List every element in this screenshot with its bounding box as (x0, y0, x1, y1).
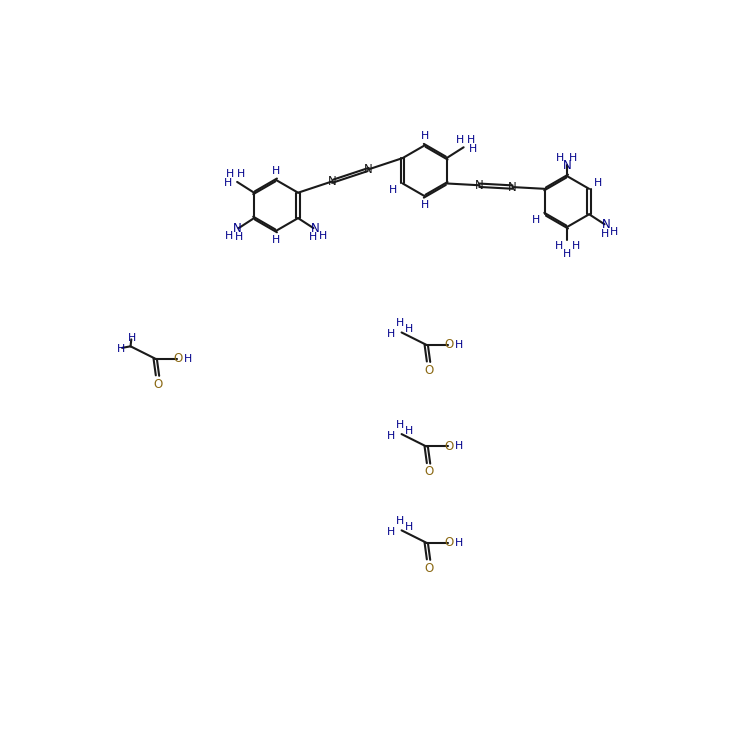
Text: H: H (610, 227, 618, 237)
Text: O: O (174, 352, 183, 365)
Text: H: H (184, 353, 192, 364)
Text: O: O (425, 364, 434, 377)
Text: H: H (469, 144, 477, 154)
Text: H: H (454, 339, 462, 350)
Text: H: H (387, 431, 395, 441)
Text: H: H (396, 420, 404, 430)
Text: O: O (425, 465, 434, 478)
Text: H: H (600, 228, 608, 239)
Text: H: H (531, 215, 540, 225)
Text: N: N (233, 222, 241, 234)
Text: H: H (396, 516, 404, 526)
Text: H: H (569, 153, 578, 163)
Text: O: O (445, 338, 454, 351)
Text: N: N (364, 163, 373, 176)
Text: H: H (224, 178, 232, 188)
Text: H: H (225, 231, 233, 241)
Text: H: H (237, 169, 245, 180)
Text: H: H (421, 131, 429, 141)
Text: O: O (425, 561, 434, 575)
Text: H: H (563, 249, 571, 259)
Text: N: N (563, 159, 572, 172)
Text: H: H (454, 442, 462, 451)
Text: H: H (387, 329, 395, 339)
Text: N: N (602, 218, 611, 231)
Text: O: O (153, 377, 163, 391)
Text: H: H (572, 241, 580, 251)
Text: H: H (405, 324, 413, 334)
Text: H: H (466, 134, 475, 145)
Text: H: H (396, 318, 404, 328)
Text: N: N (508, 180, 517, 193)
Text: H: H (556, 153, 564, 163)
Text: H: H (309, 232, 318, 242)
Text: H: H (319, 231, 327, 241)
Text: H: H (454, 538, 462, 548)
Text: N: N (328, 174, 337, 188)
Text: H: H (117, 344, 125, 353)
Text: H: H (272, 235, 280, 245)
Text: H: H (235, 232, 243, 242)
Text: N: N (475, 179, 484, 192)
Text: O: O (445, 536, 454, 549)
Text: H: H (272, 166, 280, 176)
Text: H: H (387, 527, 395, 537)
Text: H: H (595, 178, 603, 188)
Text: H: H (456, 134, 464, 145)
Text: H: H (421, 201, 429, 210)
Text: H: H (405, 522, 413, 532)
Text: H: H (389, 185, 398, 195)
Text: O: O (445, 440, 454, 453)
Text: H: H (405, 426, 413, 436)
Text: H: H (555, 241, 563, 251)
Text: H: H (226, 169, 234, 180)
Text: H: H (128, 333, 137, 343)
Text: N: N (310, 222, 319, 234)
